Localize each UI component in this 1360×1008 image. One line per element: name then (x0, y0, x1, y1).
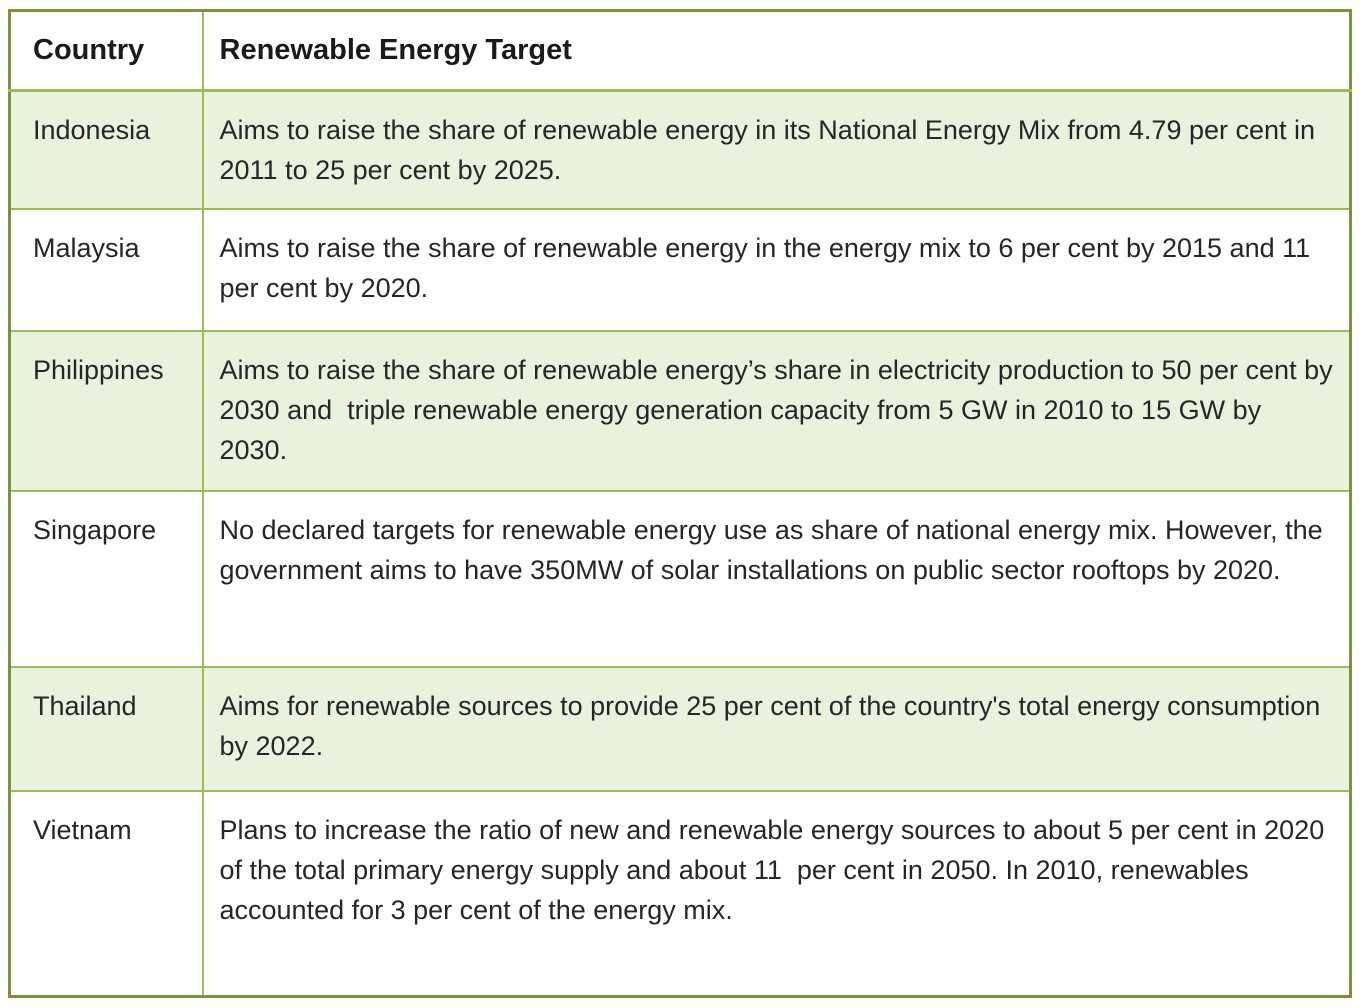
target-cell: Aims to raise the share of renewable ene… (201, 207, 1352, 332)
table-row: Vietnam Plans to increase the ratio of n… (8, 789, 1352, 998)
column-header-country: Country (8, 9, 204, 92)
country-cell: Thailand (8, 665, 204, 792)
target-cell: Aims to raise the share of renewable ene… (201, 89, 1352, 210)
renewable-energy-targets-table: Country Renewable Energy Target Indonesi… (8, 9, 1352, 998)
table-row: Malaysia Aims to raise the share of rene… (8, 207, 1352, 332)
table-body: Indonesia Aims to raise the share of ren… (8, 89, 1352, 998)
country-cell: Malaysia (8, 207, 204, 332)
column-header-renewable-energy-target: Renewable Energy Target (201, 9, 1352, 92)
table-row: Philippines Aims to raise the share of r… (8, 329, 1352, 492)
country-cell: Singapore (8, 489, 204, 668)
country-cell: Vietnam (8, 789, 204, 998)
target-cell: Aims for renewable sources to provide 25… (201, 665, 1352, 792)
table-row: Singapore No declared targets for renewa… (8, 489, 1352, 668)
target-cell: Plans to increase the ratio of new and r… (201, 789, 1352, 998)
country-cell: Indonesia (8, 89, 204, 210)
target-cell: No declared targets for renewable energy… (201, 489, 1352, 668)
table-header: Country Renewable Energy Target (8, 9, 1352, 92)
country-cell: Philippines (8, 329, 204, 492)
table-row: Indonesia Aims to raise the share of ren… (8, 89, 1352, 210)
table-row: Thailand Aims for renewable sources to p… (8, 665, 1352, 792)
target-cell: Aims to raise the share of renewable ene… (201, 329, 1352, 492)
header-row: Country Renewable Energy Target (8, 9, 1352, 92)
